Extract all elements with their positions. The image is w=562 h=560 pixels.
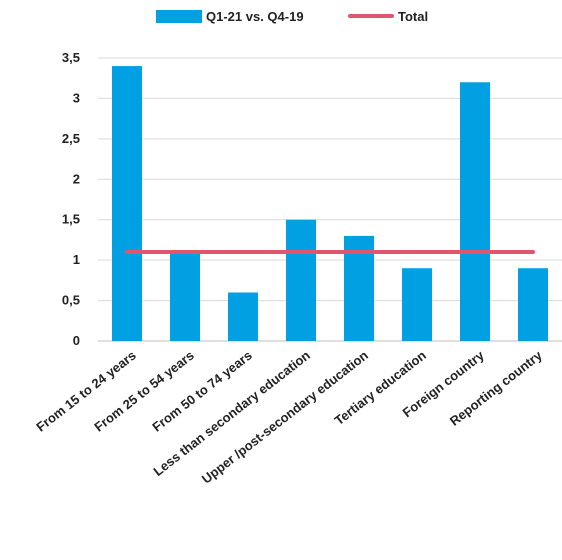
y-tick-label: 2,5 [62, 131, 80, 146]
legend-label-line: Total [398, 8, 429, 24]
bar [460, 82, 490, 341]
legend: Q1-21 vs. Q4-19 Total [0, 6, 562, 26]
grid [98, 57, 562, 342]
bar [286, 219, 316, 341]
legend-item-line: Total [348, 6, 428, 26]
x-tick-label: From 25 to 54 years [91, 348, 196, 435]
y-tick-label: 0,5 [62, 293, 80, 308]
x-tick-label: From 50 to 74 years [149, 348, 254, 435]
y-tick-label: 1 [73, 252, 80, 267]
bar [228, 292, 258, 341]
x-tick-label: From 15 to 24 years [33, 348, 138, 435]
bar [518, 268, 548, 341]
legend-item-bars: Q1-21 vs. Q4-19 [156, 6, 304, 26]
legend-swatch-line [348, 14, 394, 18]
y-tick-label: 0 [73, 333, 80, 348]
bar [170, 252, 200, 341]
legend-label-bars: Q1-21 vs. Q4-19 [206, 8, 304, 24]
y-tick-label: 3 [73, 90, 80, 105]
y-tick-label: 1,5 [62, 212, 80, 227]
bars [112, 66, 548, 341]
bar [402, 268, 432, 341]
y-axis: 0 0,5 1 1,5 2 2,5 3 3,5 [62, 50, 80, 348]
y-tick-label: 3,5 [62, 50, 80, 65]
legend-swatch-bar [156, 9, 202, 23]
bar [112, 66, 142, 341]
y-tick-label: 2 [73, 171, 80, 186]
